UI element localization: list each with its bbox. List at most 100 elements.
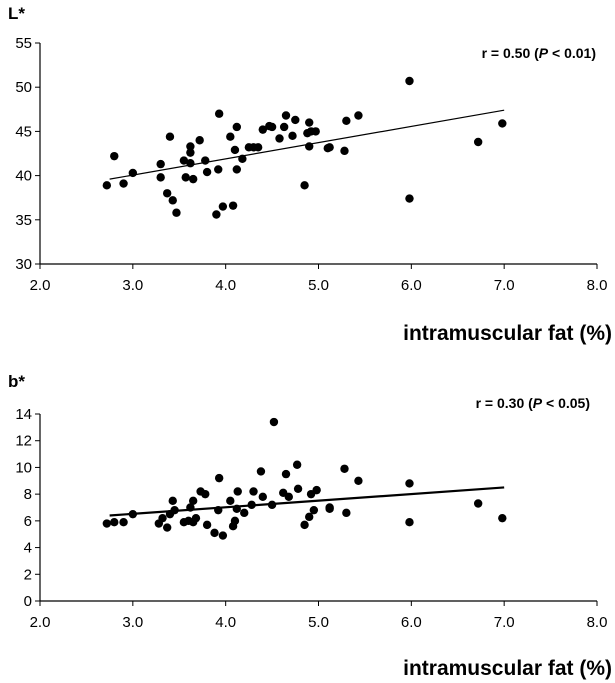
panel-1-data-point (405, 194, 413, 202)
panel-2-data-point (234, 487, 242, 495)
panel-1-data-point (275, 134, 283, 142)
panel-2-data-point (270, 418, 278, 426)
panel-2-x-tick-label: 3.0 (122, 614, 143, 631)
panel-2-data-point (354, 477, 362, 485)
panel-1-y-tick-label: 35 (15, 212, 32, 229)
panel-2-data-point (325, 503, 333, 511)
panel-b-star: b* r = 0.30 (P < 0.05) intramuscular fat… (8, 372, 612, 680)
panel-1-data-point (282, 111, 290, 119)
panel-2-data-point (170, 506, 178, 514)
panel-1-data-point (300, 181, 308, 189)
panel-1-data-point (182, 173, 190, 181)
panel-2-y-tick-label: 4 (24, 540, 32, 557)
panel-1-data-point (156, 173, 164, 181)
panel-2-data-point (498, 514, 506, 522)
panel-1-correlation-annotation: r = 0.50 (P < 0.01) (482, 45, 596, 61)
panel-1-x-tick-label: 4.0 (215, 277, 236, 294)
panel-1-data-point (340, 147, 348, 155)
panel-1-data-point (203, 168, 211, 176)
panel-1-y-tick-label: 50 (15, 79, 32, 96)
panel-1-data-point (342, 117, 350, 125)
panel-2-data-point (247, 501, 255, 509)
panel-1-data-point (305, 118, 313, 126)
panel-2-data-point (268, 501, 276, 509)
panel-2-data-point (192, 514, 200, 522)
panel-1-data-point (226, 133, 234, 141)
panel-2-data-point (312, 486, 320, 494)
panel-1-data-point (229, 201, 237, 209)
panel-2-data-point (259, 493, 267, 501)
panel-2-data-point (210, 529, 218, 537)
panel-1-data-point (110, 152, 118, 160)
panel-1-data-point (474, 138, 482, 146)
panel-2-data-point (169, 497, 177, 505)
panel-2-y-tick-label: 0 (24, 593, 32, 610)
panel-1-data-point (186, 159, 194, 167)
panel-1-x-tick-label: 6.0 (401, 277, 422, 294)
panel-1-data-point (172, 209, 180, 217)
panel-2-data-point (201, 490, 209, 498)
panel-1-x-tick-label: 5.0 (308, 277, 329, 294)
panel-2-data-point (282, 470, 290, 478)
panel-1-data-point (195, 136, 203, 144)
panel-2-y-axis-label: b* (8, 372, 25, 391)
panel-1-data-point (233, 165, 241, 173)
panel-2-correlation-annotation: r = 0.30 (P < 0.05) (476, 395, 590, 411)
panel-1-data-point (163, 189, 171, 197)
panel-1-x-tick-label: 2.0 (30, 277, 51, 294)
panel-2-data-point (240, 509, 248, 517)
panel-2-x-tick-label: 4.0 (215, 614, 236, 631)
panel-2-x-tick-label: 6.0 (401, 614, 422, 631)
panel-1-data-point (231, 146, 239, 154)
panel-1-data-point (215, 110, 223, 118)
panel-2-data-point (219, 531, 227, 539)
panel-1-y-axis-label: L* (8, 4, 25, 23)
panel-2-y-tick-label: 14 (15, 406, 32, 423)
panel-l-star: L* r = 0.50 (P < 0.01) intramuscular fat… (8, 4, 612, 345)
panel-1-x-tick-label: 3.0 (122, 277, 143, 294)
panel-2-y-tick-label: 8 (24, 486, 32, 503)
panel-1-data-point (103, 181, 111, 189)
panel-1-y-tick-label: 40 (15, 168, 32, 185)
panel-2-y-tick-label: 10 (15, 459, 32, 476)
panel-1-data-point (129, 169, 137, 177)
panel-1-data-point (156, 160, 164, 168)
panel-2-data-point (310, 506, 318, 514)
panel-2-data-point (340, 465, 348, 473)
panel-1-x-tick-label: 7.0 (494, 277, 515, 294)
panel-2-data-point (257, 467, 265, 475)
panel-2-data-point (474, 499, 482, 507)
panel-2-y-tick-label: 12 (15, 433, 32, 450)
panel-2-data-point (342, 509, 350, 517)
panel-2-x-tick-label: 5.0 (308, 614, 329, 631)
panel-2-data-point (300, 521, 308, 529)
panel-2-data-point (158, 514, 166, 522)
panel-1-data-point (166, 133, 174, 141)
panel-1-y-tick-label: 55 (15, 35, 32, 52)
panel-2-data-point (189, 497, 197, 505)
panel-1-data-point (238, 155, 246, 163)
panel-2-data-point (215, 474, 223, 482)
panel-1-data-point (325, 143, 333, 151)
panel-1-y-tick-label: 30 (15, 256, 32, 273)
panel-2-data-point (249, 487, 257, 495)
panel-1-data-point (254, 143, 262, 151)
panel-2-x-tick-label: 2.0 (30, 614, 51, 631)
panel-1-data-point (291, 116, 299, 124)
panel-1-data-point (288, 132, 296, 140)
panel-2-data-point (405, 518, 413, 526)
panel-1-y-tick-label: 45 (15, 123, 32, 140)
panel-1-data-point (354, 111, 362, 119)
panel-1-data-point (219, 202, 227, 210)
panel-2-y-tick-label: 2 (24, 566, 32, 583)
panel-1-data-point (201, 156, 209, 164)
panel-1-data-point (233, 123, 241, 131)
panel-2-data-point (293, 461, 301, 469)
panel-1-x-tick-label: 8.0 (587, 277, 608, 294)
panel-2-data-point (163, 523, 171, 531)
panel-2-data-point (405, 479, 413, 487)
panel-1-data-point (189, 175, 197, 183)
panel-1-data-point (312, 127, 320, 135)
panel-2-data-point (294, 485, 302, 493)
panel-2-data-point (214, 506, 222, 514)
